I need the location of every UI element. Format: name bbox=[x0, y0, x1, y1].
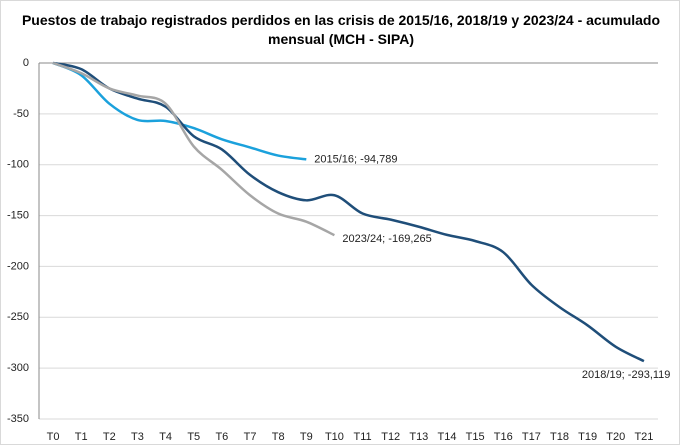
x-tick-label: T6 bbox=[215, 431, 228, 443]
x-tick-label: T4 bbox=[159, 431, 172, 443]
chart-title: Puestos de trabajo registrados perdidos … bbox=[21, 12, 661, 47]
y-tick-label: -300 bbox=[7, 362, 29, 374]
y-tick-label: -200 bbox=[7, 260, 29, 272]
x-tick-label: T12 bbox=[381, 431, 400, 443]
x-tick-label: T13 bbox=[409, 431, 428, 443]
x-tick-label: T2 bbox=[103, 431, 116, 443]
y-tick-label: -150 bbox=[7, 209, 29, 221]
x-tick-label: T10 bbox=[325, 431, 344, 443]
x-tick-label: T16 bbox=[494, 431, 513, 443]
series-line bbox=[52, 61, 645, 363]
x-tick-label: T19 bbox=[578, 431, 597, 443]
x-tick-label: T15 bbox=[466, 431, 485, 443]
x-tick-label: T8 bbox=[272, 431, 285, 443]
x-tick-label: T14 bbox=[437, 431, 456, 443]
x-tick-label: T9 bbox=[300, 431, 313, 443]
x-tick-label: T18 bbox=[550, 431, 569, 443]
data-label: 2023/24; -169,265 bbox=[342, 233, 431, 245]
x-tick-label: T5 bbox=[187, 431, 200, 443]
series-line bbox=[52, 61, 335, 237]
y-tick-label: -50 bbox=[13, 108, 29, 120]
y-tick-label: 0 bbox=[23, 57, 29, 69]
x-tick-label: T0 bbox=[47, 431, 60, 443]
y-tick-label: -250 bbox=[7, 311, 29, 323]
x-tick-label: T11 bbox=[353, 431, 371, 443]
x-tick-label: T17 bbox=[522, 431, 541, 443]
data-label: 2018/19; -293,119 bbox=[582, 369, 670, 381]
data-label: 2015/16; -94,789 bbox=[314, 153, 397, 165]
y-tick-label: -100 bbox=[7, 159, 29, 171]
x-tick-label: T21 bbox=[634, 431, 653, 443]
x-tick-label: T20 bbox=[606, 431, 625, 443]
x-tick-label: T7 bbox=[244, 431, 257, 443]
x-tick-label: T1 bbox=[75, 431, 88, 443]
x-tick-label: T3 bbox=[131, 431, 144, 443]
y-tick-label: -350 bbox=[7, 413, 29, 425]
